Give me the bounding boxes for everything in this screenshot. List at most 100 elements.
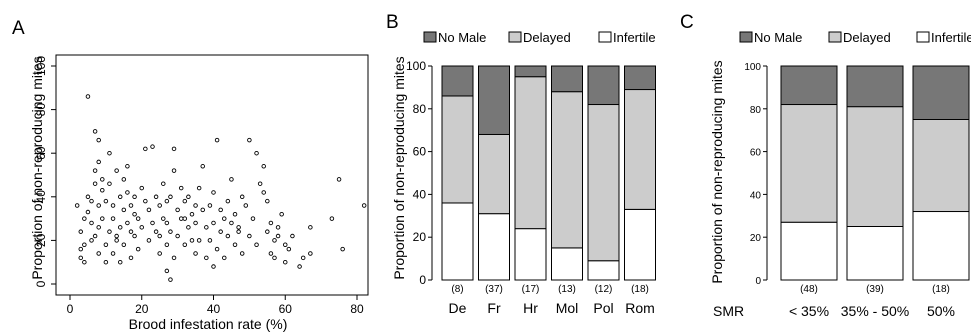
scatter-point <box>297 264 302 269</box>
scatter-point <box>268 251 274 256</box>
scatter-point <box>100 177 105 182</box>
scatter-point <box>204 255 209 261</box>
scatter-point <box>96 203 101 208</box>
a-xtick-label-4: 80 <box>350 302 364 316</box>
scatter-point <box>143 198 148 204</box>
b-count-label-5: (18) <box>631 284 649 295</box>
scatter-point <box>117 225 123 230</box>
scatter-point <box>178 216 184 221</box>
b-category-label-5: Rom <box>625 300 655 316</box>
scatter-point <box>89 198 94 204</box>
scatter-point <box>275 233 281 239</box>
scatter-point <box>268 220 274 226</box>
panel-a-x-axis: 0 20 40 60 80 <box>67 295 364 316</box>
b-ytick-label-3: 60 <box>413 145 427 159</box>
scatter-point <box>232 242 238 248</box>
scatter-point <box>279 211 284 217</box>
scatter-point <box>117 194 123 200</box>
scatter-point <box>261 164 266 169</box>
b-legend-label-no-male: No Male <box>438 30 486 45</box>
b-ytick-label-5: 100 <box>406 59 426 73</box>
scatter-point <box>178 185 184 191</box>
scatter-point <box>92 233 98 239</box>
scatter-point <box>218 207 223 213</box>
scatter-point <box>204 225 209 230</box>
b-legend-label-infertile: Infertile <box>613 30 656 45</box>
scatter-point <box>261 190 266 195</box>
scatter-point <box>254 150 259 156</box>
c-legend-label-no-male: No Male <box>754 30 802 45</box>
scatter-point <box>193 203 198 208</box>
scatter-point <box>182 198 188 204</box>
scatter-point <box>243 203 249 208</box>
b-count-label-4: (12) <box>595 284 613 295</box>
panel-c-xlabel: SMR <box>713 303 744 319</box>
panel-b-ylabel: Proportion of non-reproducing mites <box>391 56 407 279</box>
panel-c-y-axis: 0 20 40 60 80 100 <box>744 62 768 287</box>
c-ytick-label-4: 80 <box>750 105 762 116</box>
panel-a: A 0 20 40 60 80 100 0 20 40 60 80 Proportion of n… <box>12 18 369 332</box>
scatter-point <box>225 233 231 239</box>
panel-letter-b: B <box>386 12 399 33</box>
scatter-point <box>107 150 112 156</box>
c-count-label-1: (39) <box>866 284 884 295</box>
scatter-point <box>196 185 202 191</box>
scatter-point <box>336 177 342 182</box>
scatter-point <box>236 225 241 230</box>
panel-a-xlabel: Brood infestation rate (%) <box>129 316 288 332</box>
b-bar-rom-infertile <box>624 208 656 281</box>
panel-b-bars <box>441 65 656 281</box>
b-bar-fr-no-male <box>478 65 510 135</box>
c-legend-swatch-infertile <box>916 31 930 43</box>
scatter-point <box>153 229 159 234</box>
scatter-point <box>361 203 367 208</box>
scatter-point <box>236 229 241 234</box>
panel-a-frame <box>55 54 369 296</box>
scatter-point <box>143 146 148 152</box>
scatter-point <box>272 238 277 243</box>
panel-c: C No Male Delayed Infertile 0 20 40 60 80 100 (… <box>680 12 971 319</box>
scatter-point <box>222 216 227 221</box>
scatter-point <box>96 225 101 230</box>
scatter-point <box>214 246 220 252</box>
scatter-point <box>189 238 195 243</box>
scatter-point <box>229 220 234 226</box>
scatter-point <box>125 164 130 169</box>
scatter-point <box>132 194 137 200</box>
c-bar--35--delayed <box>780 104 838 223</box>
scatter-point <box>265 198 270 204</box>
b-category-label-4: Pol <box>593 300 613 316</box>
b-bar-fr-infertile <box>478 213 510 281</box>
c-bar-35-50--infertile <box>846 226 904 281</box>
scatter-point <box>283 259 288 265</box>
b-bar-de-delayed <box>441 95 474 204</box>
c-category-label-2: 50% <box>927 303 955 319</box>
scatter-point <box>229 177 234 182</box>
scatter-point <box>211 220 216 226</box>
scatter-point <box>110 216 116 221</box>
scatter-point <box>164 220 170 226</box>
scatter-point <box>78 255 84 261</box>
c-bar-35-50--no-male <box>846 65 904 108</box>
a-xtick-label-3: 60 <box>279 302 293 316</box>
scatter-point <box>78 246 84 252</box>
c-bar--35--infertile <box>780 221 838 281</box>
a-ytick-label-0: 0 <box>34 280 48 287</box>
scatter-point <box>128 255 134 261</box>
scatter-point <box>168 194 173 200</box>
scatter-point <box>308 251 313 256</box>
panel-a-points <box>74 94 367 282</box>
c-bar-50--infertile <box>912 211 970 281</box>
scatter-point <box>189 211 195 217</box>
scatter-point <box>308 225 313 230</box>
scatter-point <box>340 246 345 252</box>
b-bar-pol-infertile <box>587 260 620 281</box>
panel-b-legend: No Male Delayed Infertile <box>423 30 656 45</box>
scatter-point <box>107 181 112 186</box>
scatter-point <box>272 255 277 261</box>
scatter-point <box>164 198 170 204</box>
scatter-point <box>275 225 281 230</box>
scatter-point <box>171 255 177 261</box>
scatter-point <box>247 233 252 239</box>
